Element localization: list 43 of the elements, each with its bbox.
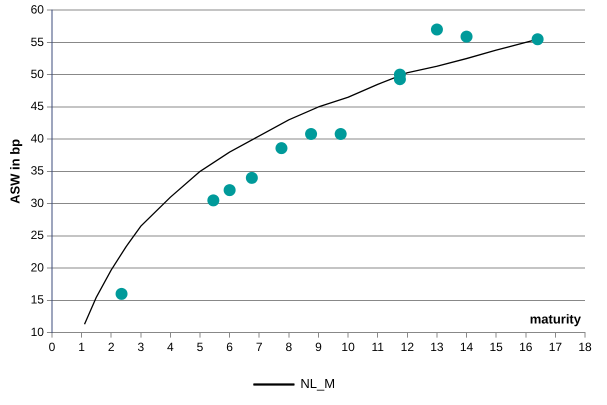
legend-label: NL_M (300, 376, 336, 392)
point (305, 128, 318, 140)
point (207, 194, 220, 206)
point (246, 172, 258, 184)
x-tick-label: 4 (167, 340, 174, 354)
x-tick-label: 18 (578, 340, 592, 354)
y-tick-label: 50 (30, 66, 44, 81)
y-tick-label: 10 (30, 324, 44, 339)
y-tick-label: 40 (30, 131, 44, 146)
point (275, 142, 288, 154)
x-tick-label: 2 (108, 340, 115, 354)
y-tick-label: 20 (30, 260, 44, 274)
x-tick-label: 14 (460, 340, 474, 354)
point (460, 30, 473, 43)
y-tick-label: 55 (30, 34, 44, 49)
x-tick-label: 10 (341, 340, 356, 354)
y-tick-label: 60 (30, 2, 44, 17)
x-tick-label: 8 (286, 340, 293, 354)
y-tick-label: 30 (30, 196, 44, 210)
point (334, 128, 347, 140)
y-axis-title: ASW in bp (7, 138, 22, 204)
x-tick-label: 13 (430, 340, 444, 354)
x-axis-title: maturity (530, 312, 582, 327)
y-tick-label: 45 (30, 99, 44, 114)
point (224, 184, 236, 196)
point (116, 288, 128, 300)
x-tick-label: 17 (548, 340, 562, 354)
y-tick-label: 25 (30, 228, 44, 242)
x-tick-label: 11 (371, 340, 384, 354)
x-tick-label: 15 (489, 340, 504, 354)
x-tick-label: 3 (137, 340, 144, 354)
x-tick-label: 12 (400, 340, 414, 354)
y-tick-label: 15 (30, 292, 44, 307)
x-tick-label: 7 (256, 340, 263, 354)
point (430, 24, 443, 36)
x-tick-label: 6 (226, 340, 234, 354)
y-tick-label: 35 (30, 164, 44, 178)
point (532, 33, 544, 46)
x-tick-label: 0 (48, 340, 56, 354)
x-tick-label: 16 (519, 340, 533, 354)
x-tick-label: 9 (315, 340, 322, 354)
x-tick-label: 5 (196, 340, 204, 354)
x-tick-label: 1 (78, 340, 86, 354)
